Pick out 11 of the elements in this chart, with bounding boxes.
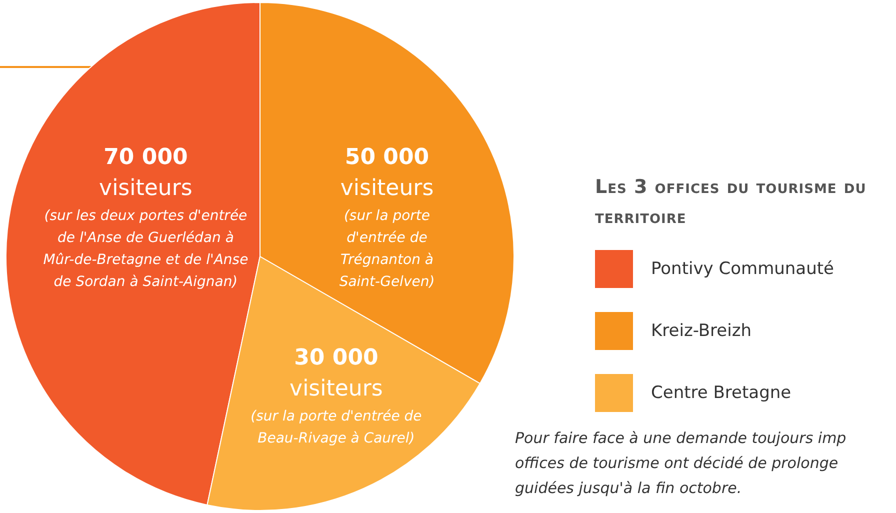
text: (sur les deux portes d'entrée de l'Anse de Guerlédan à Mûr-de-Bretagne et de l'Anse de Sordan à Saint-Aignan) (43, 208, 248, 290)
legend-label: Kreiz-Breizh (651, 321, 752, 341)
legend-label: Pontivy Communauté (651, 259, 834, 279)
text: Pour faire face à une demande toujours imp offices de tourisme ont décidé de prolonge guidées jusqu'à la fin octobre. (515, 428, 848, 499)
legend-title: Les 3 offices du tourisme du territoire (595, 175, 868, 230)
data-label: 70 000 visiteurs (99, 145, 192, 201)
text: (sur la porte d'entrée de Trégnanton à Saint-Gelven) (339, 208, 435, 290)
data-label: 50 000 visiteurs (340, 145, 434, 201)
text: (sur la porte d'entrée de Beau-Rivage à Caurel) (250, 408, 422, 447)
data-label: 30 000 visiteurs (290, 346, 383, 402)
legend-label: Centre Bretagne (651, 383, 792, 403)
